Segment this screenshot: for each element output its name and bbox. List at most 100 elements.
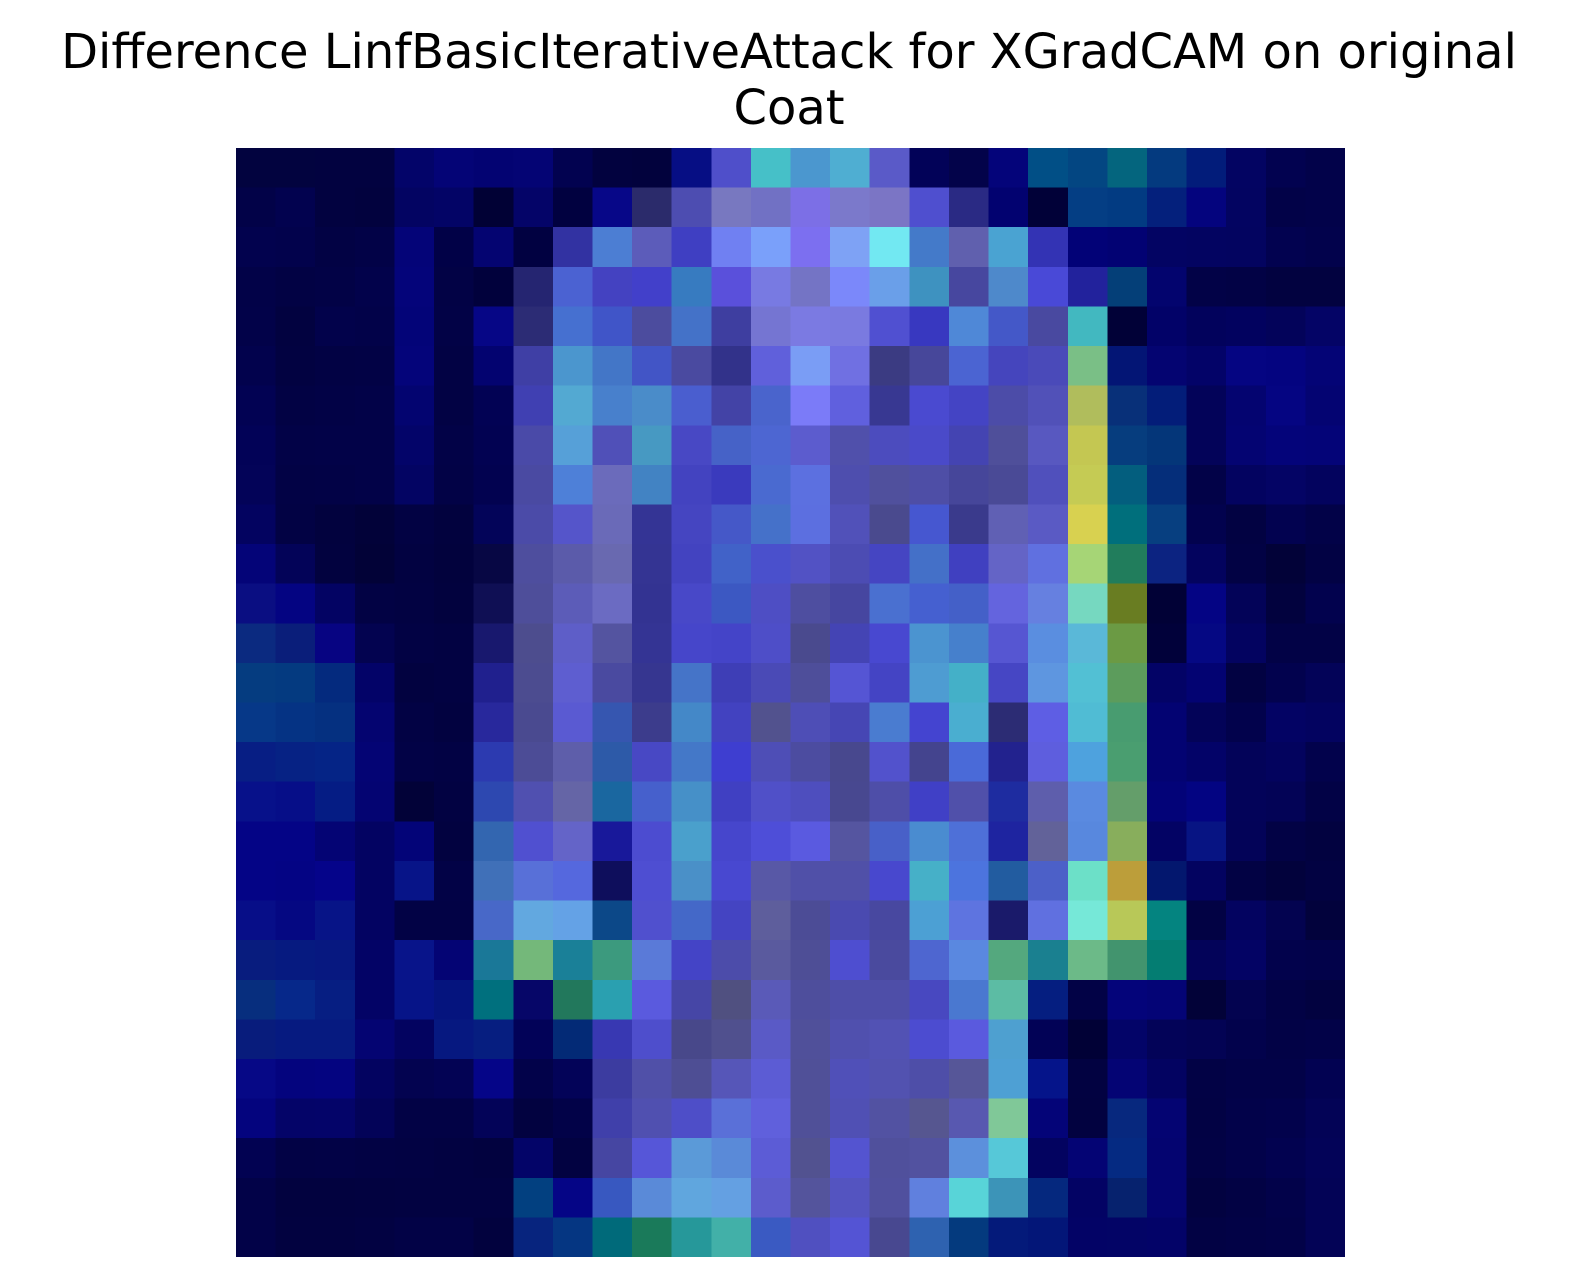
heatmap-cell-r21-c16 — [869, 979, 910, 1020]
heatmap-cell-r23-c22 — [1107, 1058, 1148, 1100]
heatmap-cell-r24-c24 — [1186, 1098, 1227, 1139]
heatmap-cell-r26-c5 — [434, 1177, 475, 1218]
heatmap-cell-r26-c1 — [275, 1177, 316, 1218]
heatmap-cell-r7-c25 — [1226, 425, 1267, 466]
heatmap-cell-r15-c17 — [909, 742, 950, 783]
heatmap-cell-r8-c26 — [1265, 464, 1306, 506]
heatmap-cell-r23-c12 — [711, 1058, 752, 1100]
heatmap-cell-r16-c16 — [869, 781, 910, 822]
heatmap-cell-r20-c24 — [1186, 940, 1227, 981]
heatmap-cell-r5-c10 — [632, 346, 673, 387]
heatmap-cell-r2-c13 — [750, 227, 792, 268]
heatmap-cell-r22-c1 — [275, 1019, 316, 1060]
heatmap-cell-r25-c6 — [473, 1138, 514, 1179]
heatmap-cell-r24-c22 — [1107, 1098, 1148, 1139]
heatmap-cell-r0-c8 — [552, 148, 594, 189]
heatmap-cell-r7-c15 — [830, 425, 871, 466]
heatmap-cell-r17-c15 — [830, 821, 871, 862]
heatmap-cell-r24-c8 — [552, 1098, 594, 1139]
heatmap-cell-r11-c24 — [1186, 583, 1227, 624]
heatmap-cell-r23-c1 — [275, 1058, 316, 1100]
heatmap-cell-r13-c0 — [236, 662, 277, 704]
heatmap-cell-r2-c11 — [671, 227, 712, 268]
heatmap-cell-r15-c20 — [1028, 742, 1069, 783]
heatmap-cell-r7-c24 — [1186, 425, 1227, 466]
chart-title-line-2: Coat — [733, 80, 845, 136]
heatmap-cell-r26-c18 — [948, 1177, 990, 1218]
heatmap-cell-r15-c27 — [1305, 742, 1345, 783]
heatmap-cell-r20-c26 — [1265, 940, 1306, 981]
heatmap-cell-r4-c6 — [473, 306, 514, 347]
heatmap-cell-r25-c18 — [948, 1138, 990, 1179]
heatmap-cell-r0-c14 — [790, 148, 831, 189]
heatmap-cell-r8-c0 — [236, 464, 277, 506]
heatmap-cell-r10-c9 — [592, 544, 633, 585]
heatmap-cell-r10-c13 — [750, 544, 792, 585]
heatmap-cell-r23-c20 — [1028, 1058, 1069, 1100]
heatmap-cell-r3-c13 — [750, 266, 792, 308]
heatmap-cell-r8-c20 — [1028, 464, 1069, 506]
heatmap-cell-r24-c4 — [394, 1098, 435, 1139]
heatmap-cell-r19-c23 — [1146, 900, 1188, 941]
heatmap-cell-r26-c17 — [909, 1177, 950, 1218]
heatmap-cell-r27-c25 — [1226, 1217, 1267, 1257]
heatmap-cell-r7-c13 — [750, 425, 792, 466]
heatmap-cell-r16-c25 — [1226, 781, 1267, 822]
heatmap-cell-r0-c25 — [1226, 148, 1267, 189]
heatmap-cell-r9-c21 — [1067, 504, 1108, 545]
heatmap-cell-r27-c8 — [552, 1217, 594, 1257]
heatmap-cell-r13-c11 — [671, 662, 712, 704]
heatmap-cell-r13-c10 — [632, 662, 673, 704]
heatmap-cell-r2-c3 — [354, 227, 396, 268]
heatmap-cell-r8-c9 — [592, 464, 633, 506]
heatmap-cell-r25-c24 — [1186, 1138, 1227, 1179]
heatmap-cell-r19-c27 — [1305, 900, 1345, 941]
heatmap-cell-r17-c22 — [1107, 821, 1148, 862]
heatmap-cell-r26-c9 — [592, 1177, 633, 1218]
heatmap-cell-r6-c19 — [988, 385, 1029, 426]
heatmap-cell-r15-c5 — [434, 742, 475, 783]
heatmap-cell-r3-c20 — [1028, 266, 1069, 308]
heatmap-cell-r22-c12 — [711, 1019, 752, 1060]
heatmap-cell-r13-c5 — [434, 662, 475, 704]
heatmap-cell-r5-c13 — [750, 346, 792, 387]
heatmap-cell-r21-c0 — [236, 979, 277, 1020]
heatmap-cell-r0-c2 — [315, 148, 356, 189]
heatmap-cell-r14-c2 — [315, 702, 356, 743]
heatmap-cell-r12-c23 — [1146, 623, 1188, 664]
heatmap-cell-r25-c14 — [790, 1138, 831, 1179]
heatmap-cell-r24-c5 — [434, 1098, 475, 1139]
heatmap-cell-r20-c5 — [434, 940, 475, 981]
heatmap-cell-r1-c11 — [671, 187, 712, 228]
heatmap-cell-r22-c26 — [1265, 1019, 1306, 1060]
heatmap-cell-r7-c7 — [513, 425, 554, 466]
heatmap-cell-r8-c6 — [473, 464, 514, 506]
heatmap-cell-r5-c27 — [1305, 346, 1345, 387]
heatmap-cell-r24-c0 — [236, 1098, 277, 1139]
heatmap-cell-r1-c0 — [236, 187, 277, 228]
heatmap-cell-r7-c16 — [869, 425, 910, 466]
heatmap-cell-r0-c24 — [1186, 148, 1227, 189]
heatmap-cell-r27-c1 — [275, 1217, 316, 1257]
heatmap-cell-r6-c17 — [909, 385, 950, 426]
heatmap-cell-r26-c20 — [1028, 1177, 1069, 1218]
heatmap-cell-r17-c7 — [513, 821, 554, 862]
heatmap-cell-r4-c10 — [632, 306, 673, 347]
heatmap-cell-r10-c12 — [711, 544, 752, 585]
heatmap-cell-r4-c18 — [948, 306, 990, 347]
heatmap-cell-r7-c12 — [711, 425, 752, 466]
heatmap-cell-r8-c14 — [790, 464, 831, 506]
heatmap-cell-r0-c9 — [592, 148, 633, 189]
heatmap-cell-r2-c27 — [1305, 227, 1345, 268]
heatmap-cell-r21-c18 — [948, 979, 990, 1020]
heatmap-cell-r21-c27 — [1305, 979, 1345, 1020]
heatmap-cell-r5-c17 — [909, 346, 950, 387]
heatmap-cell-r0-c21 — [1067, 148, 1108, 189]
heatmap-cell-r1-c5 — [434, 187, 475, 228]
heatmap-cell-r3-c19 — [988, 266, 1029, 308]
heatmap-cell-r5-c24 — [1186, 346, 1227, 387]
heatmap-cell-r1-c2 — [315, 187, 356, 228]
heatmap-cell-r25-c4 — [394, 1138, 435, 1179]
heatmap-cell-r17-c2 — [315, 821, 356, 862]
heatmap-cell-r3-c15 — [830, 266, 871, 308]
